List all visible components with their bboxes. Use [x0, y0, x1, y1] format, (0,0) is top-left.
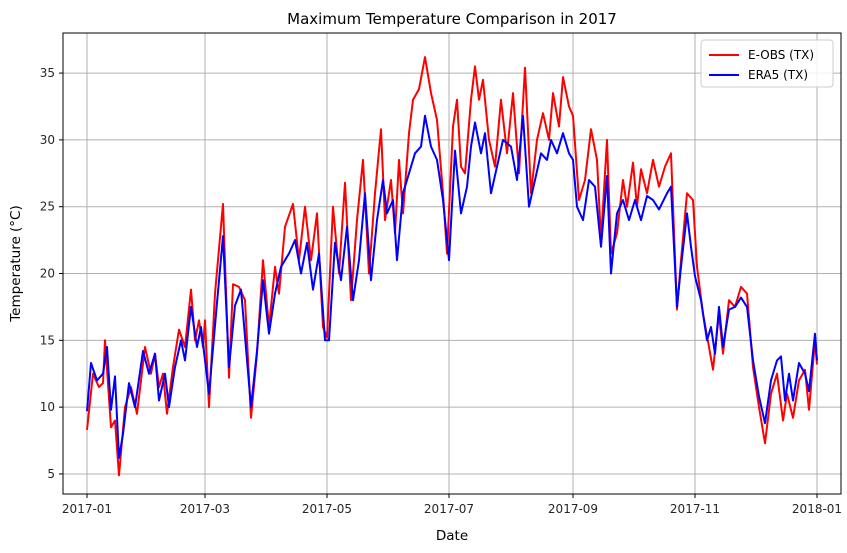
y-tick-label: 5 [47, 467, 55, 481]
plot-frame [62, 32, 842, 495]
y-tick-label: 30 [40, 133, 55, 147]
series-line-era5 [86, 114, 818, 459]
x-tick-label: 2017-11 [670, 502, 720, 516]
legend-label: E-OBS (TX) [748, 48, 814, 62]
chart-title: Maximum Temperature Comparison in 2017 [287, 10, 617, 28]
grid [63, 33, 841, 494]
y-axis-title: Temperature (°C) [8, 205, 24, 323]
legend-label: ERA5 (TX) [748, 68, 808, 82]
y-tick-label: 20 [40, 267, 55, 281]
series-line-eobs [86, 56, 818, 477]
y-tick-label: 15 [40, 333, 55, 347]
x-tick-label: 2017-07 [424, 502, 474, 516]
y-tick-label: 35 [40, 66, 55, 80]
x-axis-title: Date [436, 528, 468, 544]
legend: E-OBS (TX) ERA5 (TX) [700, 39, 834, 88]
x-tick-label: 2017-03 [180, 502, 230, 516]
x-axis: 2017-01 2017-03 2017-05 2017-07 2017-09 2017-… [62, 494, 842, 516]
x-tick-label: 2017-09 [548, 502, 598, 516]
x-tick-label: 2018-01 [792, 502, 842, 516]
x-tick-label: 2017-05 [302, 502, 352, 516]
y-axis: 5 10 15 20 25 30 35 [40, 66, 63, 481]
y-tick-label: 25 [40, 200, 55, 214]
x-tick-label: 2017-01 [62, 502, 112, 516]
y-tick-label: 10 [40, 400, 55, 414]
series-group [86, 56, 818, 477]
